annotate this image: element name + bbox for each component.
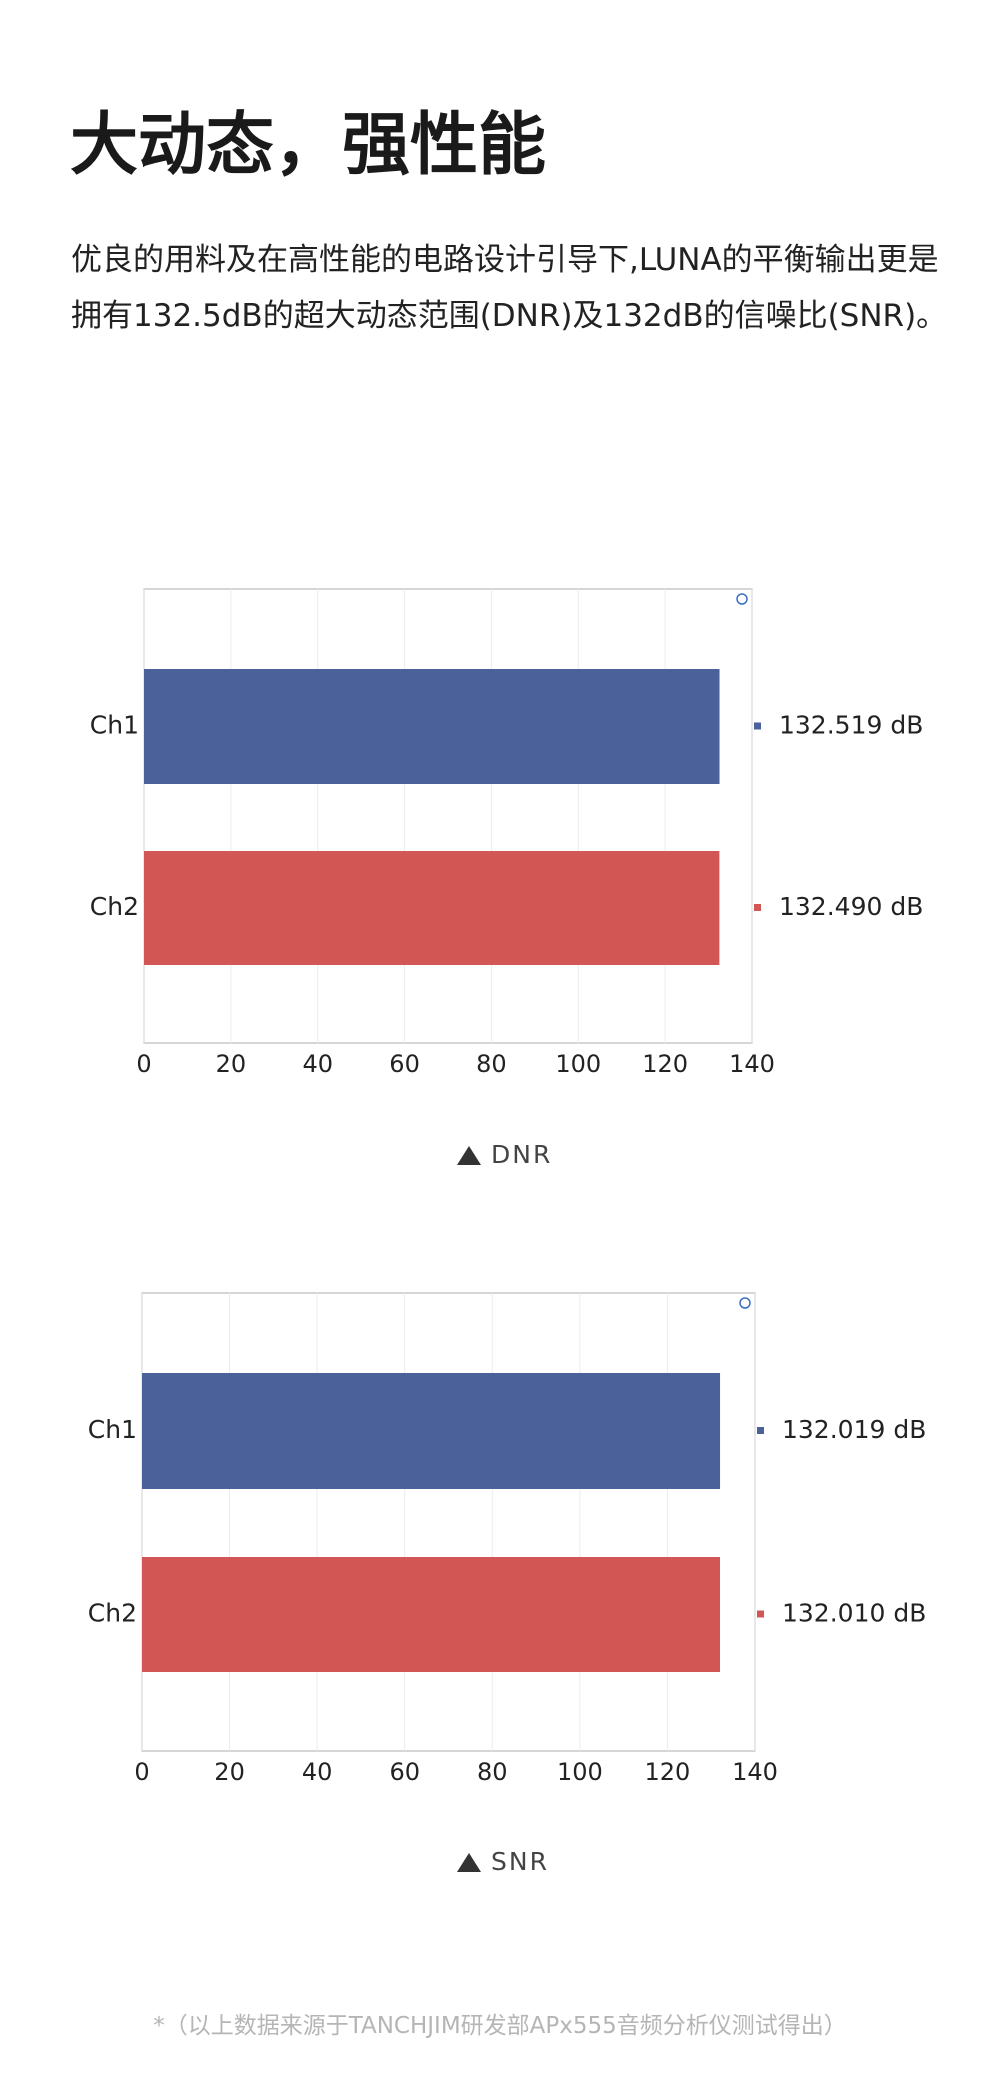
bar	[144, 669, 720, 784]
footnote: *（以上数据来源于TANCHJIM研发部APx555音频分析仪测试得出）	[153, 2013, 847, 2039]
x-tick-label: 40	[302, 1758, 333, 1786]
bar	[142, 1557, 721, 1672]
plot-area	[143, 588, 753, 1044]
caption-triangle	[457, 1146, 481, 1165]
y-tick-label: Ch1	[90, 711, 139, 740]
x-tick-label: 20	[216, 1050, 247, 1078]
x-tick-label: 100	[557, 1758, 603, 1786]
x-tick-label: 0	[134, 1758, 149, 1786]
x-tick-label: 100	[555, 1050, 601, 1078]
x-tick-label: 120	[642, 1050, 688, 1078]
legend-swatch	[757, 1427, 764, 1434]
legend-swatch	[754, 722, 761, 730]
x-tick-label: 60	[389, 1758, 420, 1786]
chart-caption: SNR	[491, 1847, 549, 1876]
value-label: 132.490 dB	[779, 892, 923, 921]
value-label: 132.019 dB	[782, 1415, 926, 1444]
bar	[144, 851, 720, 965]
x-tick-label: 0	[136, 1050, 151, 1078]
x-tick-label: 40	[302, 1050, 333, 1078]
plot-area	[141, 1292, 756, 1752]
y-tick-label: Ch2	[88, 1599, 137, 1628]
x-tick-label: 60	[389, 1050, 420, 1078]
bar	[142, 1373, 721, 1489]
paragraph: 优良的用料及在高性能的电路设计引导下,LUNA的平衡输出更是拥有132.5dB的…	[71, 242, 948, 334]
logo	[739, 1297, 751, 1309]
y-tick-label: Ch1	[88, 1415, 137, 1444]
x-tick-label: 120	[645, 1758, 691, 1786]
legend-swatch	[754, 904, 761, 911]
value-label: 132.010 dB	[782, 1599, 926, 1628]
chart-caption: DNR	[491, 1140, 552, 1169]
x-tick-label: 140	[729, 1050, 775, 1078]
legend-swatch	[757, 1610, 764, 1618]
x-tick-label: 140	[732, 1758, 778, 1786]
caption-triangle	[457, 1853, 481, 1872]
x-tick-label: 80	[477, 1758, 508, 1786]
logo	[736, 593, 748, 605]
heading: 大动态，强性能	[70, 106, 547, 185]
x-tick-label: 20	[214, 1758, 245, 1786]
value-label: 132.519 dB	[779, 711, 923, 740]
x-tick-label: 80	[476, 1050, 507, 1078]
y-tick-label: Ch2	[90, 892, 139, 921]
